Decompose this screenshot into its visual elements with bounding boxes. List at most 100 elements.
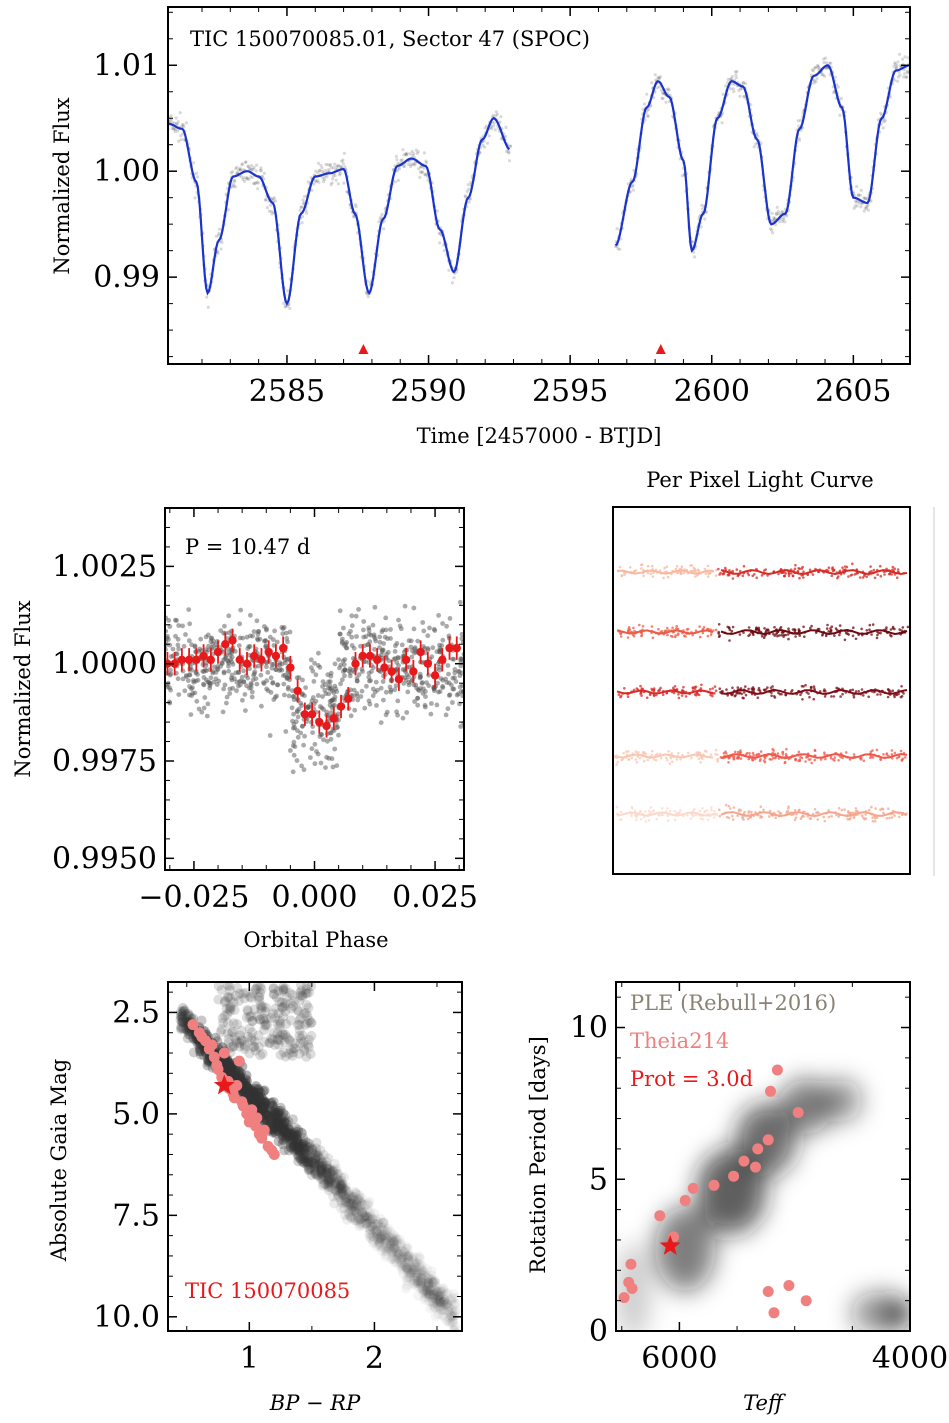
pixel-point bbox=[748, 816, 752, 819]
transit-marker bbox=[358, 344, 369, 354]
data-point bbox=[283, 660, 288, 666]
data-point bbox=[866, 203, 870, 207]
data-point bbox=[394, 641, 400, 646]
data-point bbox=[755, 131, 759, 136]
data-point bbox=[303, 194, 307, 199]
data-point bbox=[356, 607, 361, 612]
density-cell bbox=[338, 1190, 349, 1201]
pixel-point bbox=[813, 808, 817, 811]
density-cell bbox=[345, 1204, 356, 1215]
data-point bbox=[249, 694, 255, 700]
density-cell bbox=[431, 1295, 442, 1306]
density-cell bbox=[426, 1285, 437, 1296]
data-point bbox=[270, 212, 274, 216]
density-cell bbox=[346, 1193, 357, 1204]
pixel-point bbox=[716, 753, 719, 756]
pixel-point bbox=[630, 805, 634, 809]
data-point bbox=[337, 173, 341, 177]
pixel-point bbox=[676, 571, 679, 575]
density-cell bbox=[348, 1192, 358, 1203]
data-point bbox=[292, 725, 298, 731]
pixel-point bbox=[638, 756, 642, 760]
binned-point bbox=[199, 651, 208, 661]
data-point bbox=[773, 216, 777, 220]
pixel-point bbox=[759, 750, 763, 753]
density-cell bbox=[436, 1295, 447, 1306]
data-point bbox=[184, 121, 188, 125]
data-point bbox=[332, 166, 336, 170]
data-point bbox=[286, 693, 292, 699]
density-cell bbox=[295, 1139, 306, 1150]
data-point bbox=[426, 178, 430, 182]
pixel-point bbox=[750, 810, 753, 814]
data-point bbox=[411, 605, 417, 611]
density-cell bbox=[415, 1279, 426, 1290]
density-cell bbox=[359, 1212, 370, 1223]
pixel-point bbox=[658, 814, 661, 817]
data-point bbox=[194, 171, 199, 175]
density-cell bbox=[290, 1139, 300, 1150]
pixel-point bbox=[762, 808, 765, 812]
density-cell bbox=[223, 1061, 234, 1071]
data-point bbox=[356, 672, 362, 677]
density-cell bbox=[270, 1111, 281, 1122]
phase-panel: −0.025 0.000 0.0250.99500.99751.00001.0025… bbox=[11, 507, 478, 952]
data-point bbox=[882, 120, 886, 124]
pixel-point bbox=[626, 636, 630, 639]
pixel-point bbox=[813, 687, 816, 690]
pixel-point bbox=[666, 633, 669, 637]
binned-point bbox=[213, 647, 223, 657]
data-point bbox=[282, 692, 287, 698]
data-point bbox=[206, 305, 210, 309]
density-cell bbox=[276, 1119, 287, 1130]
density-cell bbox=[275, 1105, 286, 1116]
pixel-point bbox=[812, 685, 816, 688]
data-point bbox=[327, 702, 333, 708]
pixel-point bbox=[893, 627, 896, 631]
data-point bbox=[396, 617, 401, 623]
pixel-point bbox=[718, 808, 721, 812]
data-point bbox=[187, 692, 192, 698]
data-point bbox=[432, 628, 438, 633]
data-point bbox=[239, 175, 243, 179]
pixel-point bbox=[783, 689, 787, 692]
data-point bbox=[422, 151, 426, 155]
data-point bbox=[631, 183, 635, 187]
pixel-point bbox=[727, 761, 730, 764]
pixel-point bbox=[813, 749, 817, 752]
pixel-point bbox=[713, 812, 716, 816]
pixel-point bbox=[751, 686, 755, 689]
pixel-point bbox=[879, 564, 882, 568]
data-point bbox=[721, 92, 725, 96]
data-point bbox=[334, 763, 340, 768]
pixel-point bbox=[640, 567, 643, 570]
pixel-point bbox=[879, 574, 883, 578]
density-cell bbox=[291, 1130, 302, 1141]
density-cell bbox=[432, 1297, 443, 1308]
data-point bbox=[345, 190, 349, 194]
data-point bbox=[492, 124, 496, 128]
pixel-point bbox=[644, 810, 647, 813]
pixel-point bbox=[768, 757, 772, 761]
binned-point bbox=[358, 651, 367, 661]
pixel-point bbox=[619, 810, 623, 814]
pixel-point bbox=[709, 753, 713, 756]
y-tick-label: 1.01 bbox=[93, 48, 160, 83]
data-point bbox=[272, 694, 278, 700]
density-cell bbox=[183, 1029, 194, 1040]
data-point bbox=[181, 123, 185, 127]
pixel-point bbox=[793, 567, 797, 571]
data-point bbox=[796, 119, 800, 123]
pixel-point bbox=[837, 807, 841, 810]
data-point bbox=[402, 603, 408, 609]
density-cell bbox=[283, 1123, 294, 1134]
data-point bbox=[330, 181, 334, 185]
density-cell bbox=[315, 1174, 326, 1184]
data-point bbox=[341, 625, 346, 631]
pixel-point bbox=[642, 574, 645, 578]
density-cell bbox=[282, 1131, 293, 1142]
density-cell bbox=[367, 1220, 378, 1231]
density-cell bbox=[247, 1085, 258, 1096]
data-point bbox=[333, 162, 337, 166]
density-cell bbox=[262, 1115, 273, 1126]
